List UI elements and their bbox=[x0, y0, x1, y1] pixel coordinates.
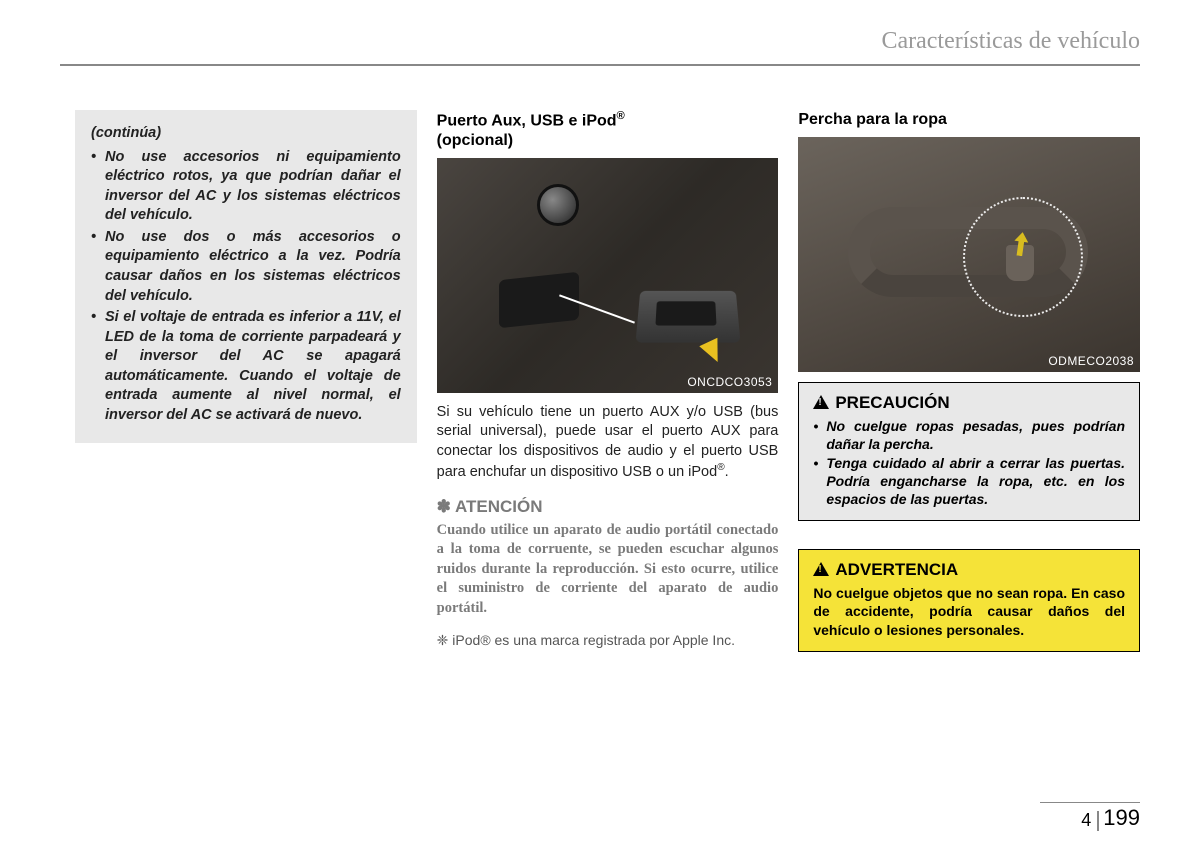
figure-percha: ODMECO2038 bbox=[798, 137, 1140, 372]
atencion-label: ATENCIÓN bbox=[455, 497, 543, 516]
section-number: 4 bbox=[1081, 811, 1099, 831]
precaucion-label: PRECAUCIÓN bbox=[835, 393, 949, 412]
page-number: 199 bbox=[1103, 805, 1140, 830]
registered-icon: ® bbox=[717, 462, 724, 473]
console-slot bbox=[499, 271, 579, 327]
figure-code: ONCDCO3053 bbox=[687, 375, 772, 389]
column-3: Percha para la ropa ODMECO2038 PRECAUCIÓ… bbox=[798, 110, 1140, 652]
list-item: No use accesorios ni equipamiento eléctr… bbox=[91, 148, 401, 226]
continua-box: (continúa) No use accesorios ni equipami… bbox=[75, 110, 417, 443]
footer-rule bbox=[1040, 802, 1140, 804]
aux-usb-panel bbox=[636, 291, 741, 343]
registered-icon: ® bbox=[617, 110, 625, 122]
footnote-text: iPod® es una marca registrada por Apple … bbox=[452, 632, 735, 648]
warning-triangle-icon bbox=[813, 395, 829, 409]
list-item: No cuelgue ropas pesadas, pues podrían d… bbox=[813, 417, 1125, 453]
list-item: Tenga cuidado al abrir a cerrar las puer… bbox=[813, 454, 1125, 509]
list-item: Si el voltaje de entrada es inferior a 1… bbox=[91, 308, 401, 425]
footnote-mark-icon: ❈ bbox=[437, 632, 449, 648]
column-1: (continúa) No use accesorios ni equipami… bbox=[75, 110, 417, 652]
title-opcional: (opcional) bbox=[437, 132, 513, 149]
advertencia-label: ADVERTENCIA bbox=[835, 560, 958, 579]
percha-title: Percha para la ropa bbox=[798, 110, 1140, 129]
column-2: Puerto Aux, USB e iPod® (opcional) ONCDC… bbox=[437, 110, 779, 652]
list-item: No use dos o más accesorios o equipamien… bbox=[91, 228, 401, 306]
advertencia-heading: ADVERTENCIA bbox=[813, 560, 1125, 580]
body-span: Si su vehículo tiene un puerto AUX y/o U… bbox=[437, 404, 779, 481]
console-knob bbox=[537, 184, 579, 226]
page-header-title: Características de vehículo bbox=[881, 28, 1140, 55]
continua-list: No use accesorios ni equipamiento eléctr… bbox=[91, 148, 401, 426]
warning-triangle-icon bbox=[813, 562, 829, 576]
header-rule bbox=[60, 64, 1140, 66]
page-footer: 4199 bbox=[1081, 805, 1140, 831]
ipod-footnote: ❈ iPod® es una marca registrada por Appl… bbox=[437, 631, 779, 649]
aux-usb-title: Puerto Aux, USB e iPod® (opcional) bbox=[437, 110, 779, 150]
atencion-heading: ✽ ATENCIÓN bbox=[437, 497, 779, 517]
advertencia-body: No cuelgue objetos que no sean ropa. En … bbox=[813, 584, 1125, 639]
figure-aux-usb: ONCDCO3053 bbox=[437, 158, 779, 393]
aux-usb-body: Si su vehículo tiene un puerto AUX y/o U… bbox=[437, 403, 779, 483]
precaucion-list: No cuelgue ropas pesadas, pues podrían d… bbox=[813, 417, 1125, 508]
precaucion-box: PRECAUCIÓN No cuelgue ropas pesadas, pue… bbox=[798, 382, 1140, 521]
atencion-body: Cuando utilice un aparato de audio portá… bbox=[437, 521, 779, 619]
continua-label: (continúa) bbox=[91, 124, 401, 144]
atencion-mark-icon: ✽ bbox=[437, 497, 451, 516]
content-columns: (continúa) No use accesorios ni equipami… bbox=[75, 110, 1140, 652]
advertencia-box: ADVERTENCIA No cuelgue objetos que no se… bbox=[798, 549, 1140, 652]
figure-code: ODMECO2038 bbox=[1048, 354, 1134, 368]
precaucion-heading: PRECAUCIÓN bbox=[813, 393, 1125, 413]
title-text: Puerto Aux, USB e iPod bbox=[437, 112, 617, 129]
